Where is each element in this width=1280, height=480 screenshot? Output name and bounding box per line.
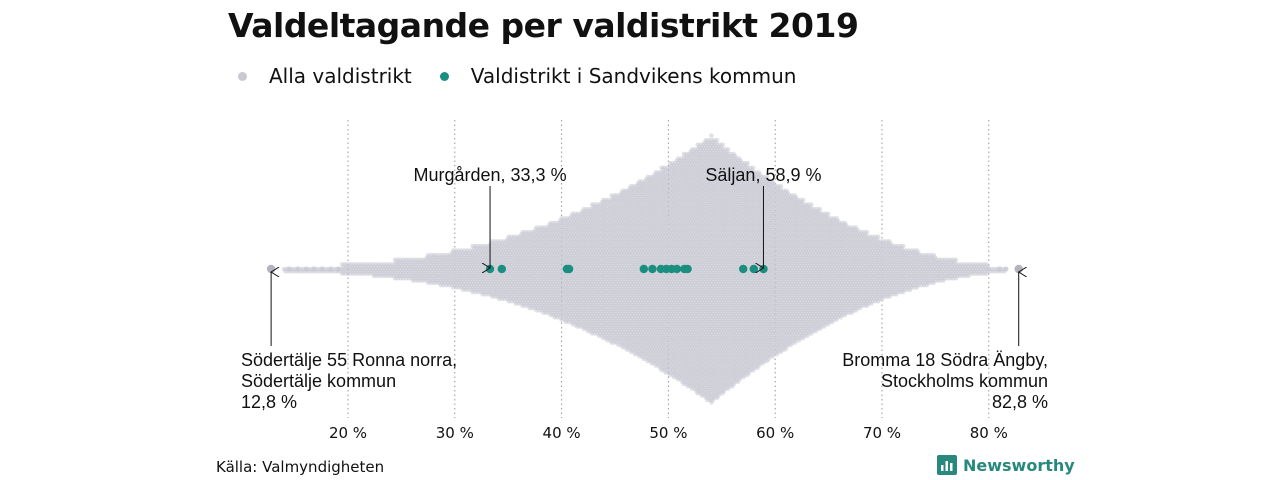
legend-label-all: Alla valdistrikt	[269, 64, 412, 88]
legend-dot-sandviken	[439, 71, 449, 81]
legend-dot-all	[238, 71, 247, 81]
legend-label-sandviken: Valdistrikt i Sandvikens kommun	[470, 64, 797, 88]
chart-title: Valdeltagande per valdistrikt 2019	[228, 6, 859, 45]
legend-item-sandviken: Valdistrikt i Sandvikens kommun	[439, 64, 797, 88]
legend: Alla valdistrikt Valdistrikt i Sandviken…	[238, 64, 824, 88]
swarm-all-districts	[266, 133, 1023, 405]
legend-item-all: Alla valdistrikt	[238, 64, 412, 88]
